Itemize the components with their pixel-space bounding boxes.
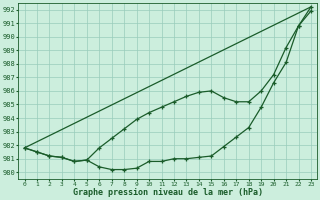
X-axis label: Graphe pression niveau de la mer (hPa): Graphe pression niveau de la mer (hPa) [73,188,263,197]
